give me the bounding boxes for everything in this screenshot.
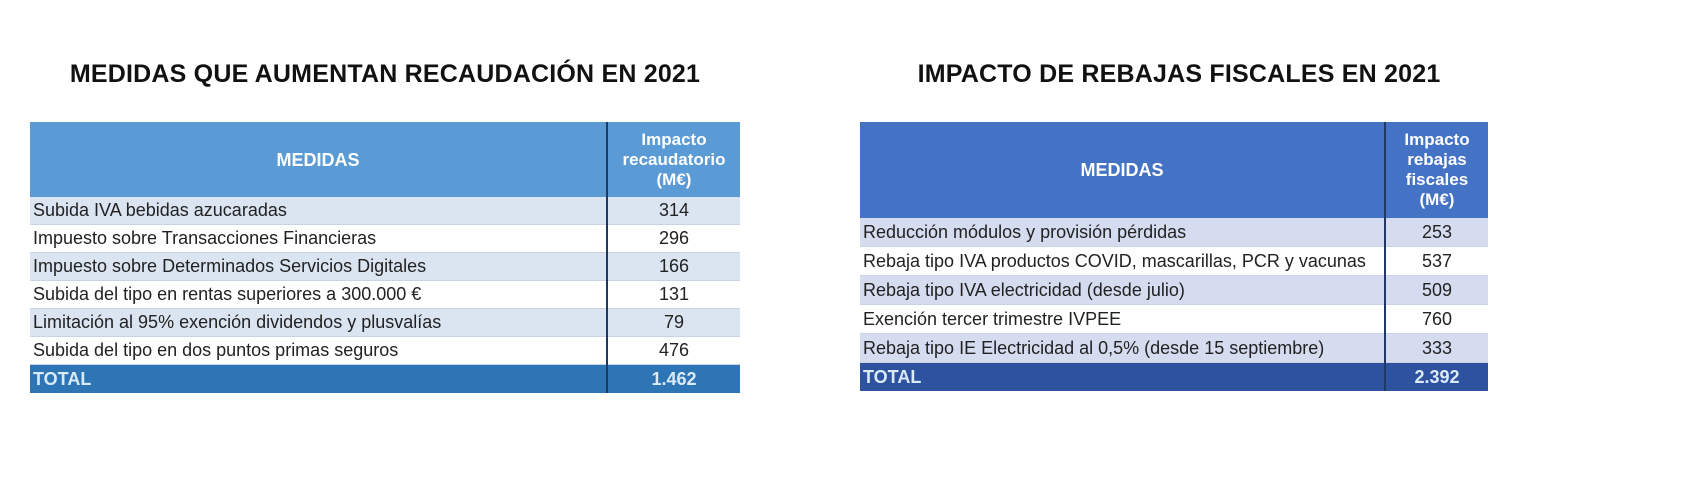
table-row: Exención tercer trimestre IVPEE 760 — [860, 304, 1488, 334]
impact-cell: 537 — [1384, 246, 1488, 276]
table-row: Subida del tipo en rentas superiores a 3… — [30, 280, 740, 309]
total-row: TOTAL 2.392 — [860, 362, 1488, 391]
measure-cell: Subida del tipo en dos puntos primas seg… — [30, 336, 607, 365]
impact-cell: 314 — [606, 197, 740, 225]
table-row: Limitación al 95% exención dividendos y … — [30, 308, 740, 337]
column-header-measures: MEDIDAS — [30, 122, 607, 197]
impact-cell: 509 — [1384, 275, 1488, 305]
measure-cell: Subida IVA bebidas azucaradas — [30, 197, 607, 225]
measure-cell: Rebaja tipo IE Electricidad al 0,5% (des… — [860, 333, 1385, 363]
impact-cell: 296 — [606, 224, 740, 253]
column-header-measures: MEDIDAS — [860, 122, 1385, 218]
impact-cell: 253 — [1384, 218, 1488, 247]
measure-cell: Limitación al 95% exención dividendos y … — [30, 308, 607, 337]
table-row: Rebaja tipo IE Electricidad al 0,5% (des… — [860, 333, 1488, 363]
measure-cell: Impuesto sobre Determinados Servicios Di… — [30, 252, 607, 281]
measure-cell: Exención tercer trimestre IVPEE — [860, 304, 1385, 334]
measure-cell: Rebaja tipo IVA electricidad (desde juli… — [860, 275, 1385, 305]
table-row: Reducción módulos y provisión pérdidas 2… — [860, 218, 1488, 247]
measure-cell: Subida del tipo en rentas superiores a 3… — [30, 280, 607, 309]
column-header-impact: Impacto rebajas fiscales (M€) — [1384, 122, 1488, 218]
revenue-measures-title: MEDIDAS QUE AUMENTAN RECAUDACIÓN EN 2021 — [69, 60, 701, 88]
impact-cell: 166 — [606, 252, 740, 281]
revenue-measures-table: MEDIDAS Impacto recaudatorio (M€) Subida… — [30, 122, 740, 393]
total-value: 2.392 — [1384, 362, 1488, 391]
table-row: Rebaja tipo IVA productos COVID, mascari… — [860, 246, 1488, 276]
table-row: Subida del tipo en dos puntos primas seg… — [30, 336, 740, 365]
impact-cell: 760 — [1384, 304, 1488, 334]
table-row: Impuesto sobre Determinados Servicios Di… — [30, 252, 740, 281]
total-label: TOTAL — [860, 362, 1385, 391]
impact-cell: 333 — [1384, 333, 1488, 363]
table-header-row: MEDIDAS Impacto recaudatorio (M€) — [30, 122, 740, 197]
measure-cell: Impuesto sobre Transacciones Financieras — [30, 224, 607, 253]
total-value: 1.462 — [606, 364, 740, 393]
column-header-impact: Impacto recaudatorio (M€) — [606, 122, 740, 197]
measure-cell: Rebaja tipo IVA productos COVID, mascari… — [860, 246, 1385, 276]
table-row: Rebaja tipo IVA electricidad (desde juli… — [860, 275, 1488, 305]
table-header-row: MEDIDAS Impacto rebajas fiscales (M€) — [860, 122, 1488, 218]
measure-cell: Reducción módulos y provisión pérdidas — [860, 218, 1385, 247]
tax-cuts-title: IMPACTO DE REBAJAS FISCALES EN 2021 — [917, 60, 1441, 88]
table-row: Impuesto sobre Transacciones Financieras… — [30, 224, 740, 253]
total-row: TOTAL 1.462 — [30, 364, 740, 393]
impact-cell: 476 — [606, 336, 740, 365]
impact-cell: 79 — [606, 308, 740, 337]
tax-cuts-table: MEDIDAS Impacto rebajas fiscales (M€) Re… — [860, 122, 1488, 391]
impact-cell: 131 — [606, 280, 740, 309]
total-label: TOTAL — [30, 364, 607, 393]
table-row: Subida IVA bebidas azucaradas 314 — [30, 197, 740, 225]
